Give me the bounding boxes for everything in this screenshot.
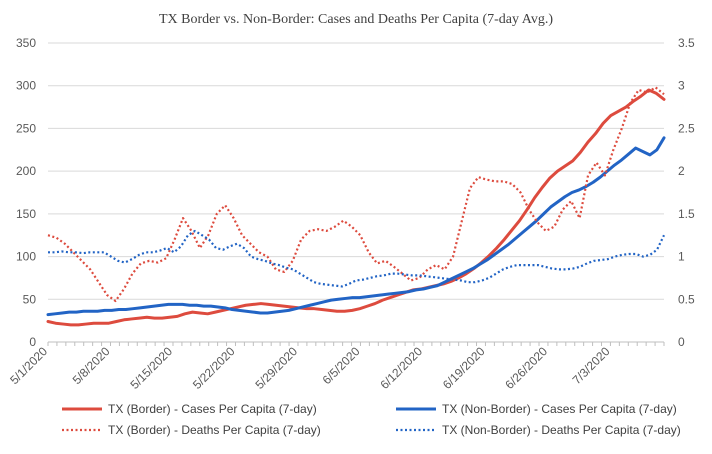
legend-item-1: TX (Border) - Cases Per Capita (7-day) — [62, 402, 317, 416]
left-y-axis: 0 50 100 150 200 250 300 350 — [16, 36, 36, 349]
right-y-axis: 0 0.5 1 1.5 2 2.5 3 3.5 — [678, 36, 695, 349]
chart-title: TX Border vs. Non-Border: Cases and Deat… — [159, 12, 553, 27]
left-y-tick-label: 200 — [16, 164, 36, 178]
series-line-3 — [47, 86, 665, 303]
x-tick-label: 5/8/2020 — [70, 344, 113, 387]
right-y-tick-label: 2 — [678, 164, 685, 178]
legend-item-4: TX (Non-Border) - Deaths Per Capita (7-d… — [396, 423, 681, 437]
right-y-tick-label: 3.5 — [678, 36, 695, 50]
x-tick-label: 7/3/2020 — [570, 344, 613, 387]
left-y-tick-label: 100 — [16, 250, 36, 264]
legend-label: TX (Border) - Cases Per Capita (7-day) — [108, 402, 317, 416]
right-y-tick-label: 3 — [678, 79, 685, 93]
x-tick-label: 5/29/2020 — [252, 344, 300, 392]
x-tick-label: 5/15/2020 — [127, 344, 175, 392]
x-tick-label: 6/12/2020 — [377, 344, 425, 392]
right-y-tick-label: 1.5 — [678, 207, 695, 221]
right-y-tick-label: 0 — [678, 335, 685, 349]
x-tick-label: 6/5/2020 — [320, 344, 363, 387]
left-y-tick-label: 50 — [23, 292, 37, 306]
legend-label: TX (Border) - Deaths Per Capita (7-day) — [108, 423, 321, 437]
legend-item-3: TX (Border) - Deaths Per Capita (7-day) — [62, 423, 321, 437]
series-lines — [46, 86, 666, 327]
x-tick-label: 6/26/2020 — [502, 344, 550, 392]
series-line-1 — [46, 88, 666, 327]
legend-label: TX (Non-Border) - Deaths Per Capita (7-d… — [442, 423, 681, 437]
left-y-tick-label: 150 — [16, 207, 36, 221]
right-y-tick-label: 1 — [678, 250, 685, 264]
right-y-tick-label: 2.5 — [678, 121, 695, 135]
series-line-4 — [48, 229, 665, 288]
right-y-tick-label: 0.5 — [678, 292, 695, 306]
legend: TX (Border) - Cases Per Capita (7-day) TX… — [62, 402, 681, 437]
legend-label: TX (Non-Border) - Cases Per Capita (7-da… — [442, 402, 677, 416]
left-y-tick-label: 0 — [29, 335, 36, 349]
left-y-tick-label: 350 — [16, 36, 36, 50]
x-tick-label: 6/19/2020 — [440, 344, 488, 392]
left-y-tick-label: 250 — [16, 121, 36, 135]
gridlines — [48, 42, 664, 343]
left-y-tick-label: 300 — [16, 79, 36, 93]
x-tick-label: 5/1/2020 — [7, 344, 50, 387]
legend-item-2: TX (Non-Border) - Cases Per Capita (7-da… — [396, 402, 677, 416]
x-tick-label: 5/22/2020 — [190, 344, 238, 392]
x-axis: 5/1/2020 5/8/2020 5/15/2020 5/22/2020 5/29/2… — [7, 341, 665, 392]
series-line-2 — [46, 136, 666, 317]
